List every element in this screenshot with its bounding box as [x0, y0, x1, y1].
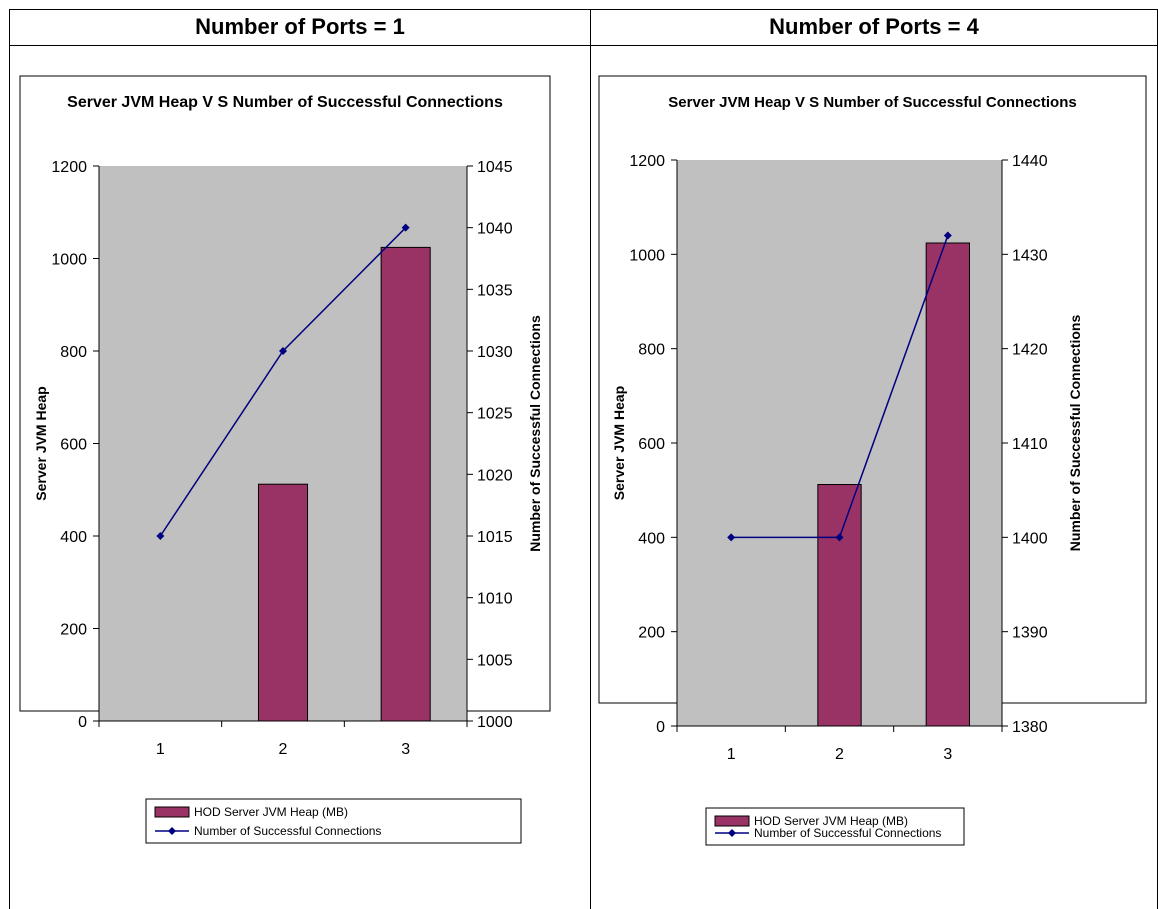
line-point — [279, 347, 287, 355]
chart-title: Server JVM Heap V S Number of Successful… — [67, 94, 503, 111]
y2-tick-label: 1380 — [1012, 719, 1048, 736]
line-point — [401, 223, 410, 232]
x-tick-label: 2 — [835, 746, 844, 763]
legend-bar-swatch — [714, 815, 750, 827]
line-point — [727, 533, 736, 542]
column-divider — [590, 9, 591, 909]
y2-tick-label: 1015 — [477, 529, 513, 546]
column-header-left: Number of Ports = 1 — [195, 14, 405, 39]
y2-tick-label: 1440 — [1012, 153, 1048, 170]
y-tick-label: 600 — [60, 437, 87, 454]
chart-2: Server JVM Heap V S Number of Successful… — [598, 75, 1147, 846]
y-tick-label: 400 — [638, 530, 665, 547]
y-tick-label: 1000 — [51, 252, 87, 269]
y2-tick-label: 1400 — [1012, 530, 1048, 547]
legend-bar-label: HOD Server JVM Heap (MB) — [754, 814, 908, 828]
y2-tick-label: 1025 — [477, 406, 513, 423]
y2-tick-label: 1430 — [1012, 247, 1048, 264]
y2-axis-title: Number of Successful Connections — [527, 315, 543, 552]
bar — [925, 242, 971, 727]
y2-tick-label: 1005 — [477, 652, 513, 669]
y2-tick-label: 1420 — [1012, 342, 1048, 359]
y-tick-label: 200 — [638, 625, 665, 642]
y-tick-label: 800 — [60, 344, 87, 361]
y-axis-title: Server JVM Heap — [611, 386, 627, 500]
y-tick-label: 800 — [638, 342, 665, 359]
legend-bar-label: HOD Server JVM Heap (MB) — [194, 805, 348, 819]
legend-line-marker — [168, 827, 176, 835]
y-tick-label: 200 — [60, 622, 87, 639]
comparison-table — [9, 9, 1158, 909]
x-tick-label: 1 — [156, 741, 165, 758]
column-header-right: Number of Ports = 4 — [769, 14, 979, 39]
legend-line-label: Number of Successful Connections — [754, 826, 941, 840]
x-tick-label: 3 — [943, 746, 952, 763]
y2-tick-label: 1020 — [477, 467, 513, 484]
y2-tick-label: 1410 — [1012, 436, 1048, 453]
y2-tick-label: 1035 — [477, 282, 513, 299]
y-tick-label: 0 — [656, 719, 665, 736]
chart-title: Server JVM Heap V S Number of Successful… — [668, 94, 1076, 111]
legend-line-label: Number of Successful Connections — [194, 824, 381, 838]
legend-box — [145, 798, 522, 844]
y2-tick-label: 1390 — [1012, 625, 1048, 642]
x-tick-label: 1 — [727, 746, 736, 763]
y2-tick-label: 1030 — [477, 344, 513, 361]
y-tick-label: 1200 — [51, 159, 87, 176]
y-tick-label: 0 — [78, 714, 87, 731]
header-divider — [9, 45, 1158, 46]
line-point — [943, 231, 952, 240]
y2-tick-label: 1010 — [477, 591, 513, 608]
y2-tick-label: 1040 — [477, 221, 513, 238]
bar — [817, 484, 862, 727]
y-tick-label: 400 — [60, 529, 87, 546]
bar — [380, 246, 431, 722]
y2-tick-label: 1045 — [477, 159, 513, 176]
chart-1: Server JVM Heap V S Number of Successful… — [19, 75, 551, 844]
y2-tick-label: 1000 — [477, 714, 513, 731]
line-point — [156, 532, 165, 540]
legend-line-marker — [728, 829, 736, 837]
y-tick-label: 600 — [638, 436, 665, 453]
y-axis-title: Server JVM Heap — [33, 386, 49, 500]
x-tick-label: 2 — [279, 741, 288, 758]
x-tick-label: 3 — [401, 741, 410, 758]
bar — [257, 483, 309, 722]
y-tick-label: 1000 — [629, 247, 665, 264]
y-tick-label: 1200 — [629, 153, 665, 170]
y2-axis-title: Number of Successful Connections — [1067, 315, 1083, 552]
line-point — [835, 533, 844, 542]
legend-bar-swatch — [154, 806, 190, 818]
